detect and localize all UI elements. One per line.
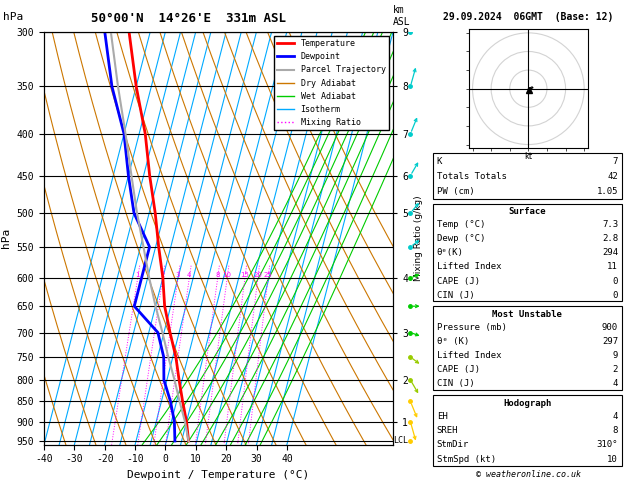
Text: 2: 2: [613, 365, 618, 374]
Text: 2.8: 2.8: [602, 234, 618, 243]
Text: Temp (°C): Temp (°C): [437, 221, 485, 229]
Y-axis label: Mixing Ratio (g/kg): Mixing Ratio (g/kg): [414, 195, 423, 281]
FancyBboxPatch shape: [433, 153, 622, 199]
Text: CIN (J): CIN (J): [437, 291, 474, 299]
FancyBboxPatch shape: [433, 204, 622, 301]
Text: 2: 2: [160, 272, 165, 278]
Text: Totals Totals: Totals Totals: [437, 172, 506, 181]
Text: 4: 4: [613, 412, 618, 421]
Text: 25: 25: [264, 272, 272, 278]
Text: 20: 20: [253, 272, 262, 278]
X-axis label: kt: kt: [525, 153, 532, 161]
Text: 7: 7: [613, 157, 618, 166]
Text: 7.3: 7.3: [602, 221, 618, 229]
Text: CIN (J): CIN (J): [437, 380, 474, 388]
Text: 42: 42: [608, 172, 618, 181]
Text: 1.05: 1.05: [596, 188, 618, 196]
Text: 3: 3: [176, 272, 181, 278]
Text: CAPE (J): CAPE (J): [437, 277, 480, 285]
Text: Lifted Index: Lifted Index: [437, 351, 501, 360]
Text: km
ASL: km ASL: [393, 5, 411, 27]
Text: EH: EH: [437, 412, 447, 421]
Text: 8: 8: [216, 272, 220, 278]
Text: 0: 0: [613, 277, 618, 285]
Text: 1: 1: [135, 272, 140, 278]
X-axis label: Dewpoint / Temperature (°C): Dewpoint / Temperature (°C): [128, 470, 309, 480]
Text: Hodograph: Hodograph: [503, 399, 552, 408]
Text: θᵉ (K): θᵉ (K): [437, 337, 469, 346]
Text: 10: 10: [223, 272, 231, 278]
Text: PW (cm): PW (cm): [437, 188, 474, 196]
Text: SREH: SREH: [437, 426, 458, 435]
Text: Surface: Surface: [509, 208, 546, 216]
Text: 29.09.2024  06GMT  (Base: 12): 29.09.2024 06GMT (Base: 12): [443, 12, 613, 22]
Text: 310°: 310°: [596, 440, 618, 450]
FancyBboxPatch shape: [433, 395, 622, 466]
Text: Most Unstable: Most Unstable: [493, 310, 562, 319]
Legend: Temperature, Dewpoint, Parcel Trajectory, Dry Adiabat, Wet Adiabat, Isotherm, Mi: Temperature, Dewpoint, Parcel Trajectory…: [274, 36, 389, 130]
Text: Lifted Index: Lifted Index: [437, 262, 501, 272]
Text: 4: 4: [613, 380, 618, 388]
Text: Pressure (mb): Pressure (mb): [437, 323, 506, 332]
Text: StmDir: StmDir: [437, 440, 469, 450]
Text: 294: 294: [602, 248, 618, 258]
Text: 900: 900: [602, 323, 618, 332]
Text: 4: 4: [187, 272, 191, 278]
Y-axis label: hPa: hPa: [1, 228, 11, 248]
Text: 297: 297: [602, 337, 618, 346]
Text: Dewp (°C): Dewp (°C): [437, 234, 485, 243]
Text: hPa: hPa: [3, 12, 23, 22]
Text: LCL: LCL: [393, 436, 408, 446]
Text: CAPE (J): CAPE (J): [437, 365, 480, 374]
Text: 9: 9: [613, 351, 618, 360]
FancyBboxPatch shape: [433, 306, 622, 390]
Text: 0: 0: [613, 291, 618, 299]
Text: © weatheronline.co.uk: © weatheronline.co.uk: [476, 469, 581, 479]
Text: K: K: [437, 157, 442, 166]
Text: 15: 15: [240, 272, 249, 278]
Text: 10: 10: [608, 455, 618, 464]
Text: 50°00'N  14°26'E  331m ASL: 50°00'N 14°26'E 331m ASL: [91, 12, 286, 25]
Text: StmSpd (kt): StmSpd (kt): [437, 455, 496, 464]
Text: θᵉ(K): θᵉ(K): [437, 248, 464, 258]
Text: 8: 8: [613, 426, 618, 435]
Text: 11: 11: [608, 262, 618, 272]
